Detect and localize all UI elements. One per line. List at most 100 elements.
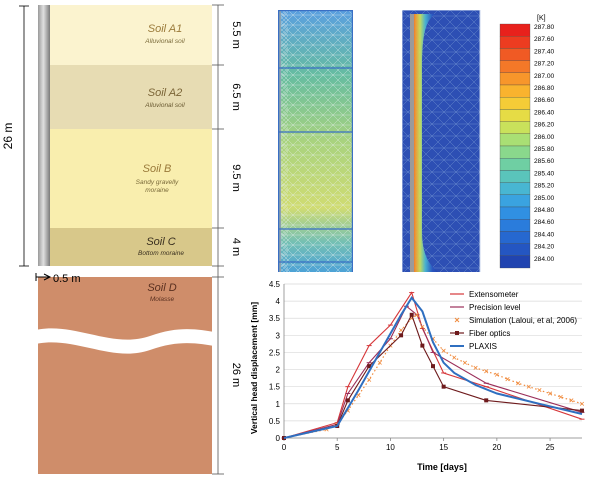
scale-swatch: [499, 84, 531, 98]
series-line-plaxis: [283, 295, 583, 439]
scale-tick-label: 285.60: [534, 158, 555, 165]
thickness-d: 26 m: [230, 363, 242, 387]
chart-y-tick-label: 2: [276, 366, 281, 375]
scale-swatch: [499, 121, 531, 134]
scale-tick-label: 285.80: [534, 146, 555, 153]
scale-tick-label: 284.20: [534, 244, 555, 251]
chart-legend-entry: Fiber optics: [469, 329, 510, 338]
series-point: [547, 391, 553, 396]
chart-x-tick-label: 0: [282, 443, 287, 452]
chart-x-tick-label: 10: [386, 443, 395, 452]
soil-name-a2: Soil A2: [148, 87, 182, 99]
series-point: [420, 343, 425, 348]
pile-radius-label: 0.5 m: [53, 273, 81, 285]
scale-swatch: [499, 145, 531, 159]
chart-legend-entry: Extensometer: [469, 290, 519, 299]
scale-swatch: [499, 133, 531, 147]
soil-name-c: Soil C: [146, 236, 175, 248]
scale-tick-label: 284.40: [534, 231, 555, 238]
thickness-c: 4 m: [230, 238, 242, 256]
pile-length-label: 26 m: [1, 123, 15, 150]
series-point: [431, 364, 435, 369]
scale-tick-label: 287.60: [534, 36, 555, 43]
soil-name-b: Soil B: [143, 163, 172, 175]
series-point: [399, 333, 404, 338]
scale-swatch: [499, 97, 531, 110]
scale-swatch: [499, 23, 531, 37]
energy-pile: [38, 5, 50, 266]
soil-desc-b-line2: moraine: [145, 187, 169, 194]
scale-tick-label: 286.80: [534, 85, 555, 92]
scale-swatch: [499, 231, 531, 244]
series-point: [367, 364, 372, 369]
series-point: [494, 372, 499, 377]
series-point: [420, 324, 425, 329]
soil-desc-a1: Alluvional soil: [144, 38, 185, 45]
chart-x-tick-label: 5: [335, 443, 340, 452]
series-point: [537, 388, 542, 393]
thickness-a1: 5.5 m: [230, 21, 242, 49]
soil-name-a1: Soil A1: [148, 23, 182, 35]
series-point: [516, 381, 521, 386]
series-point: [558, 394, 563, 400]
series-point: [473, 365, 478, 370]
thickness-b: 9.5 m: [230, 164, 242, 192]
chart-legend-entry: PLAXIS: [469, 342, 497, 351]
scale-tick-label: 286.20: [534, 122, 555, 129]
chart-y-tick-label: 0.5: [269, 417, 281, 426]
scale-tick-label: 284.80: [534, 207, 555, 214]
soil-layer-a1: [38, 5, 212, 65]
chart-y-tick-label: 1: [276, 400, 281, 409]
chart-y-axis-label: Vertical head displacement [mm]: [249, 302, 259, 434]
soil-desc-c: Bottom moraine: [138, 250, 184, 257]
chart-legend-entry: Simulation (Laloui, et al, 2006): [469, 316, 577, 325]
soil-desc-d: Molasse: [150, 296, 175, 303]
scale-tick-label: 284.00: [534, 256, 555, 263]
series-point: [484, 369, 489, 374]
chart-x-tick-label: 20: [492, 443, 501, 452]
scale-tick-label: 287.80: [534, 24, 555, 31]
series-point: [441, 348, 446, 353]
soil-profile-diagram: 26 m 0.5 m 5.5 m 6.5 m 9.5 m 4 m 26 m So…: [1, 4, 242, 475]
soil-layer-a2: [38, 65, 212, 129]
series-point: [409, 312, 414, 317]
scale-tick-label: 285.40: [534, 170, 555, 177]
soil-name-d: Soil D: [147, 282, 176, 294]
series-point: [505, 377, 510, 382]
series-point: [367, 377, 372, 382]
soil-layer-d: [38, 277, 212, 474]
chart-y-tick-label: 4: [276, 297, 281, 306]
soil-desc-a2: Alluvional soil: [144, 102, 185, 109]
displacement-chart: 0 0.5 1 1.5 2 2.5 3 3.5 4 4.5 0 5 10 15 20 25 Extensome…: [244, 272, 590, 480]
series-point: [580, 408, 584, 413]
chart-legend-entry: Precision level: [469, 303, 521, 312]
temperature-color-scale: 287.80 287.60 287.40 287.20 287.00 286.80 286.…: [499, 23, 555, 269]
scale-tick-label: 286.60: [534, 97, 555, 104]
series-point: [441, 384, 446, 389]
chart-y-tick-label: 3.5: [269, 314, 281, 323]
scale-swatch: [499, 182, 531, 195]
scale-tick-label: 284.60: [534, 219, 555, 226]
scale-swatch: [499, 243, 531, 256]
scale-tick-label: 286.00: [534, 134, 555, 141]
scale-tick-label: 287.40: [534, 48, 555, 55]
soil-layer-c: [38, 228, 212, 266]
scale-swatch: [499, 60, 531, 73]
chart-y-tick-label: 1.5: [269, 383, 281, 392]
scale-tick-label: 287.00: [534, 73, 555, 80]
chart-x-axis-label: Time [days]: [417, 462, 467, 472]
chart-y-tick-label: 4.5: [269, 280, 281, 289]
series-point: [569, 398, 574, 403]
scale-swatch: [499, 255, 531, 269]
series-point: [345, 398, 350, 403]
chart-y-tick-label: 2.5: [269, 348, 281, 357]
scale-swatch: [499, 48, 531, 61]
series-point: [377, 360, 382, 365]
heat-plume: [410, 14, 438, 272]
temperature-scale-unit: [K]: [537, 15, 546, 22]
scale-swatch: [499, 170, 531, 183]
soil-desc-b-line1: Sandy gravelly: [136, 179, 179, 186]
series-point: [579, 401, 585, 406]
scale-swatch: [499, 36, 531, 49]
temperature-field-panel: [K] 287.80 287.60 287.40 287.20 287.00 286.80…: [402, 10, 555, 276]
